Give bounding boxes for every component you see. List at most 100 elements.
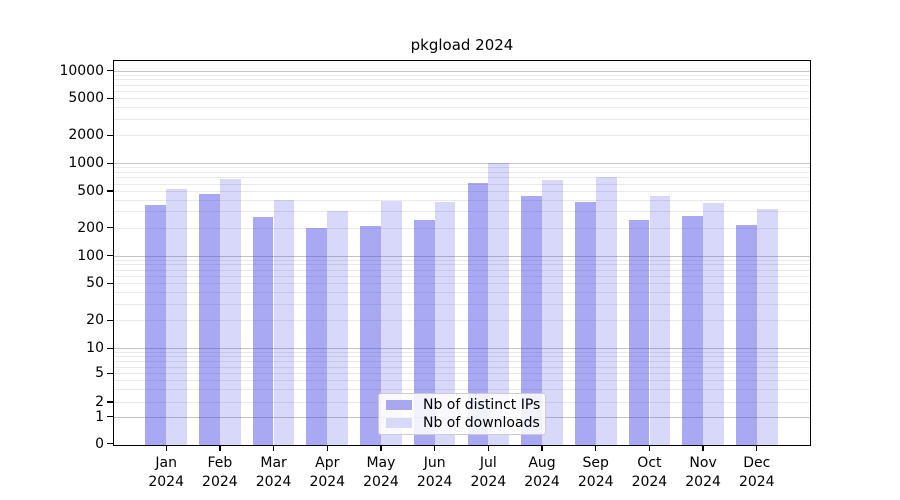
y-tick-label: 50 — [86, 275, 104, 292]
legend-label-distinct-ips: Nb of distinct IPs — [423, 397, 541, 413]
minor-gridline — [114, 352, 810, 354]
minor-gridline — [114, 361, 810, 363]
minor-gridline — [114, 177, 810, 179]
y-tick-label: 20 — [86, 312, 104, 329]
x-tick — [219, 446, 221, 451]
minor-gridline — [114, 167, 810, 169]
minor-gridline — [114, 107, 810, 109]
minor-gridline — [114, 211, 810, 213]
bar-distinct-ips-dec — [735, 224, 757, 445]
bar-distinct-ips-sep — [574, 201, 596, 445]
minor-gridline — [114, 389, 810, 391]
x-tick — [648, 446, 651, 451]
y-tick-label: 100 — [77, 247, 104, 264]
bar-downloads-nov — [703, 203, 724, 445]
x-tick — [380, 446, 382, 451]
minor-gridline — [114, 356, 810, 358]
minor-gridline — [114, 259, 810, 261]
x-tick — [165, 446, 167, 451]
major-gridline — [114, 70, 810, 72]
x-tick-label: Mar 2024 — [255, 455, 292, 490]
minor-gridline — [114, 283, 810, 285]
bar-distinct-ips-aug — [521, 195, 542, 445]
legend-item-distinct-ips: Nb of distinct IPs — [386, 396, 541, 414]
x-tick-label: Apr 2024 — [309, 455, 346, 490]
y-tick — [107, 401, 113, 403]
y-tick — [107, 190, 113, 192]
bar-distinct-ips-feb — [199, 193, 220, 445]
x-tick-label: Jul 2024 — [470, 455, 507, 490]
legend-label-downloads: Nb of downloads — [423, 415, 540, 431]
bar-distinct-ips-jul — [467, 183, 489, 445]
minor-gridline — [114, 172, 810, 174]
major-gridline — [114, 163, 810, 165]
y-tick-label: 2 — [95, 394, 104, 410]
bar-downloads-jul — [488, 162, 510, 445]
x-tick — [433, 446, 436, 451]
y-tick-label: 500 — [77, 182, 104, 199]
y-tick-label: 10000 — [59, 62, 104, 79]
bar-downloads-jan — [166, 188, 187, 445]
minor-gridline — [114, 74, 810, 76]
bar-distinct-ips-jun — [413, 220, 435, 445]
bar-downloads-mar — [273, 200, 295, 445]
y-tick — [107, 347, 113, 349]
minor-gridline — [114, 264, 810, 266]
x-tick — [756, 446, 758, 451]
bar-downloads-aug — [542, 179, 563, 445]
major-gridline — [114, 255, 810, 257]
bar-distinct-ips-oct — [628, 219, 650, 445]
bar-downloads-jun — [434, 202, 456, 445]
x-tick-label: Aug 2024 — [524, 455, 560, 490]
y-tick-label: 5 — [95, 365, 104, 382]
minor-gridline — [114, 373, 810, 375]
minor-gridline — [114, 84, 810, 86]
legend-swatch-downloads — [386, 418, 412, 428]
x-tick-label: Nov 2024 — [685, 455, 721, 490]
minor-gridline — [114, 366, 810, 368]
minor-gridline — [114, 118, 810, 120]
bar-downloads-feb — [219, 178, 241, 445]
y-tick-label: 2000 — [68, 127, 104, 144]
y-tick — [107, 162, 113, 164]
y-tick-label: 1 — [95, 408, 104, 425]
y-tick-label: 10 — [86, 340, 104, 357]
x-tick-label: Feb 2024 — [202, 455, 238, 490]
minor-gridline — [114, 199, 810, 201]
bar-downloads-dec — [756, 208, 778, 445]
chart-title: pkgload 2024 — [410, 36, 514, 54]
major-gridline — [114, 348, 810, 350]
y-tick-label: 5000 — [68, 90, 104, 107]
bar-distinct-ips-apr — [306, 228, 328, 445]
legend-item-downloads: Nb of downloads — [386, 414, 540, 432]
legend-swatch-distinct-ips — [386, 400, 412, 410]
minor-gridline — [114, 98, 810, 100]
minor-gridline — [114, 380, 810, 382]
x-tick — [595, 446, 597, 451]
bar-distinct-ips-jan — [145, 204, 167, 445]
x-tick — [272, 446, 275, 451]
bar-downloads-apr — [327, 211, 349, 445]
x-tick-label: Sep 2024 — [577, 455, 614, 490]
minor-gridline — [114, 269, 810, 271]
minor-gridline — [114, 190, 810, 192]
bar-distinct-ips-nov — [682, 215, 703, 445]
y-tick — [107, 415, 113, 418]
minor-gridline — [114, 91, 810, 93]
y-tick-label: 200 — [77, 219, 104, 236]
y-tick — [107, 319, 113, 322]
x-tick-label: May 2024 — [363, 455, 399, 490]
minor-gridline — [114, 276, 810, 278]
x-tick-label: Jun 2024 — [416, 455, 453, 490]
y-tick — [107, 227, 113, 229]
y-tick — [107, 282, 113, 285]
x-tick — [326, 446, 328, 451]
bar-downloads-sep — [595, 177, 617, 445]
bar-downloads-oct — [649, 195, 671, 445]
x-tick-label: Oct 2024 — [631, 455, 668, 490]
minor-gridline — [114, 183, 810, 185]
y-tick — [107, 372, 113, 374]
minor-gridline — [114, 304, 810, 306]
y-tick — [107, 254, 113, 257]
